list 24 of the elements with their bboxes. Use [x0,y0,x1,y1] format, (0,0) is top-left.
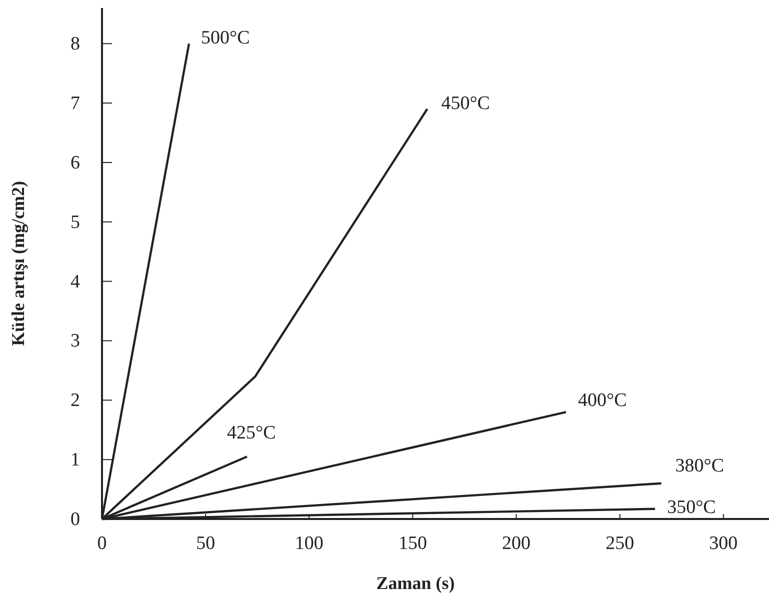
x-tick-label: 50 [196,533,216,554]
y-axis-title: Kütle artışı (mg/cm2) [8,181,28,346]
x-axis-title: Zaman (s) [376,573,455,593]
annotation: 500°C [201,28,250,49]
y-tick-label: 8 [70,34,80,55]
y-tick-label: 5 [70,212,80,233]
x-tick-label: 250 [606,533,634,554]
x-tick-label: 200 [502,533,531,554]
y-tick-label: 4 [70,271,80,292]
x-tick-label: 100 [294,533,324,554]
x-tick-label: 300 [709,533,738,554]
annotation: 350°C [667,496,716,518]
y-tick-label: 2 [70,390,80,412]
y-tick-label: 1 [70,450,80,471]
annotation: 380°C [675,455,724,476]
y-tick-label: 3 [70,330,80,352]
annotation: 450°C [441,93,490,114]
x-tick-label: 0 [97,533,107,554]
x-tick-label: 150 [398,533,427,554]
annotation: 425°C [227,422,276,444]
annotation: 400°C [578,390,627,412]
y-tick-label: 0 [70,509,80,530]
y-tick-label: 7 [70,93,80,114]
y-tick-label: 6 [70,152,80,174]
